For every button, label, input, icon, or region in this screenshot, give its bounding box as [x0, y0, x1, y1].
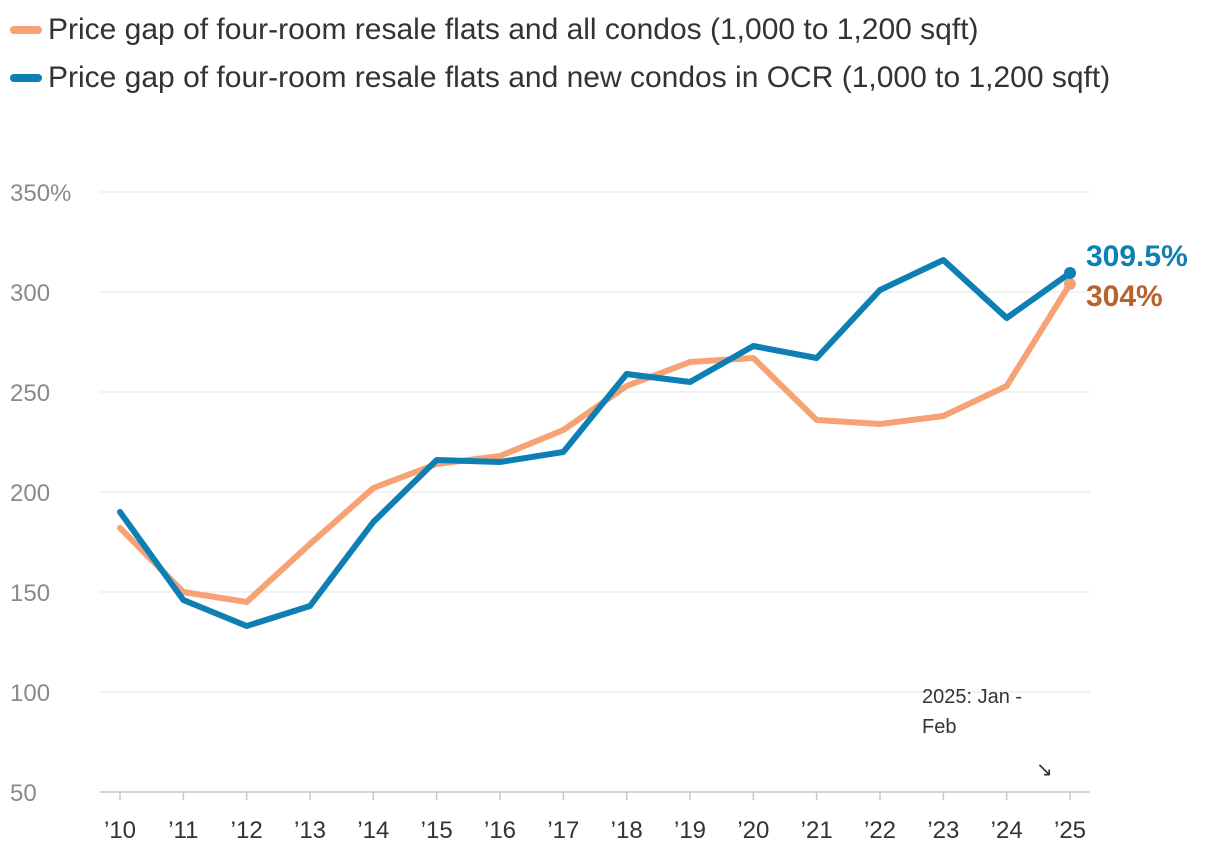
- data-point: [1064, 278, 1076, 290]
- end-label-all-condos: 304%: [1086, 280, 1163, 313]
- annotation-line-2: Feb: [922, 716, 956, 738]
- x-tick-label: ’24: [991, 817, 1023, 844]
- x-tick-label: ’11: [168, 817, 198, 844]
- y-tick-label: 250: [10, 380, 50, 407]
- x-tick-label: ’17: [547, 817, 579, 844]
- legend: Price gap of four-room resale flats and …: [10, 6, 1190, 102]
- y-tick-label: 50: [10, 780, 37, 807]
- legend-swatch-new-condos-ocr: [10, 74, 42, 82]
- x-tick-label: ’16: [484, 817, 516, 844]
- x-tick-label: ’22: [864, 817, 896, 844]
- x-tick-label: ’25: [1054, 817, 1086, 844]
- annotation-arrow: ↘: [1036, 759, 1053, 781]
- end-label-new-condos-ocr: 309.5%: [1086, 240, 1188, 273]
- x-tick-label: ’13: [294, 817, 326, 844]
- legend-item-all-condos: Price gap of four-room resale flats and …: [10, 6, 1190, 54]
- y-tick-label: 300: [10, 280, 50, 307]
- y-tick-label: 350%: [10, 180, 71, 207]
- legend-label-new-condos-ocr: Price gap of four-room resale flats and …: [48, 61, 1111, 94]
- x-tick-label: ’20: [737, 817, 769, 844]
- x-tick-label: ’12: [231, 817, 263, 844]
- x-tick-label: ’21: [801, 817, 833, 844]
- x-tick-label: ’18: [611, 817, 643, 844]
- x-tick-label: ’19: [674, 817, 706, 844]
- series-line-1: [117, 281, 1073, 605]
- x-tick-label: ’14: [357, 817, 389, 844]
- x-tick-label: ’15: [421, 817, 453, 844]
- legend-item-new-condos-ocr: Price gap of four-room resale flats and …: [10, 54, 1190, 102]
- y-tick-label: 150: [10, 580, 50, 607]
- annotation-line-1: 2025: Jan -: [922, 686, 1022, 708]
- x-tick-label: ’10: [104, 817, 136, 844]
- legend-swatch-all-condos: [10, 26, 42, 34]
- x-tick-label: ’23: [927, 817, 959, 844]
- y-tick-label: 200: [10, 480, 50, 507]
- legend-label-all-condos: Price gap of four-room resale flats and …: [48, 13, 979, 46]
- series-line-2: [117, 257, 1073, 629]
- y-tick-label: 100: [10, 680, 50, 707]
- data-point: [1064, 267, 1076, 279]
